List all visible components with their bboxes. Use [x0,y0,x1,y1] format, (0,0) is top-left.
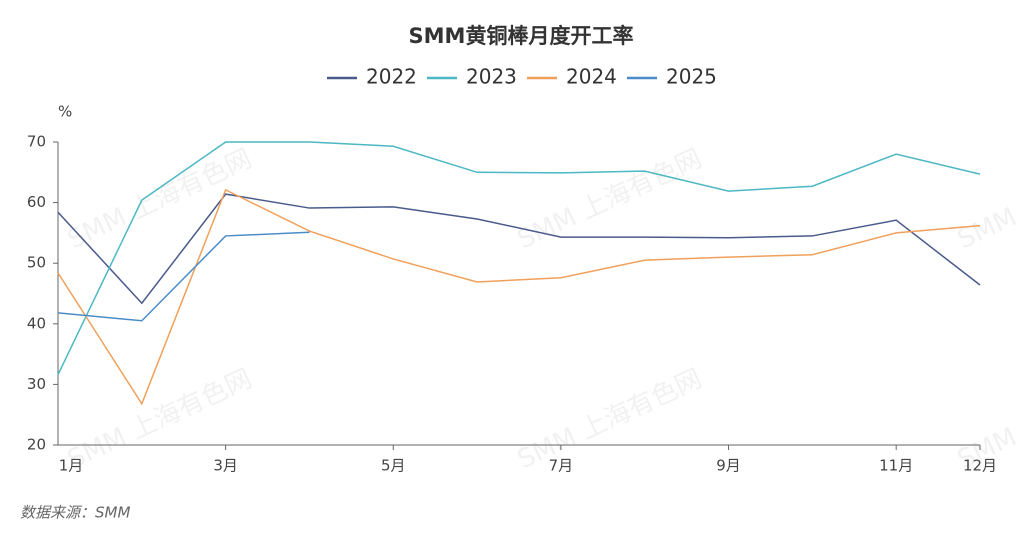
series-line [57,188,981,406]
series-line [57,141,981,376]
legend-label: 2025 [666,65,717,89]
y-tick-label: 50 [27,254,46,272]
x-tick-label: 12月 [963,457,997,475]
legend-label: 2024 [566,65,617,89]
legend-label: 2023 [466,65,517,89]
y-axis-label: % [58,103,72,121]
y-tick-label: 30 [27,375,46,393]
x-tick-label: 3月 [213,457,238,475]
x-tick-label: 7月 [549,457,574,475]
y-tick-label: 60 [27,193,46,211]
watermark: SMM 上海有色网 [513,364,707,476]
series-line [57,231,310,322]
y-tick-label: 20 [27,436,46,454]
watermark: SMM 上海有色网 [953,144,1024,256]
y-tick-label: 40 [27,314,46,332]
watermark: SMM 上海有色网 [513,144,707,256]
x-tick-label: 11月 [879,457,913,475]
x-tick-label: 1月 [59,457,84,475]
source: 数据来源：SMM [20,504,130,522]
y-tick-label: 70 [27,133,46,151]
chart-title: SMM黄铜棒月度开工率 [409,24,634,48]
series-line [57,193,981,305]
x-tick-label: 5月 [381,457,406,475]
watermark: SMM 上海有色网 [63,144,257,256]
x-tick-label: 9月 [716,457,741,475]
legend-label: 2022 [366,65,417,89]
